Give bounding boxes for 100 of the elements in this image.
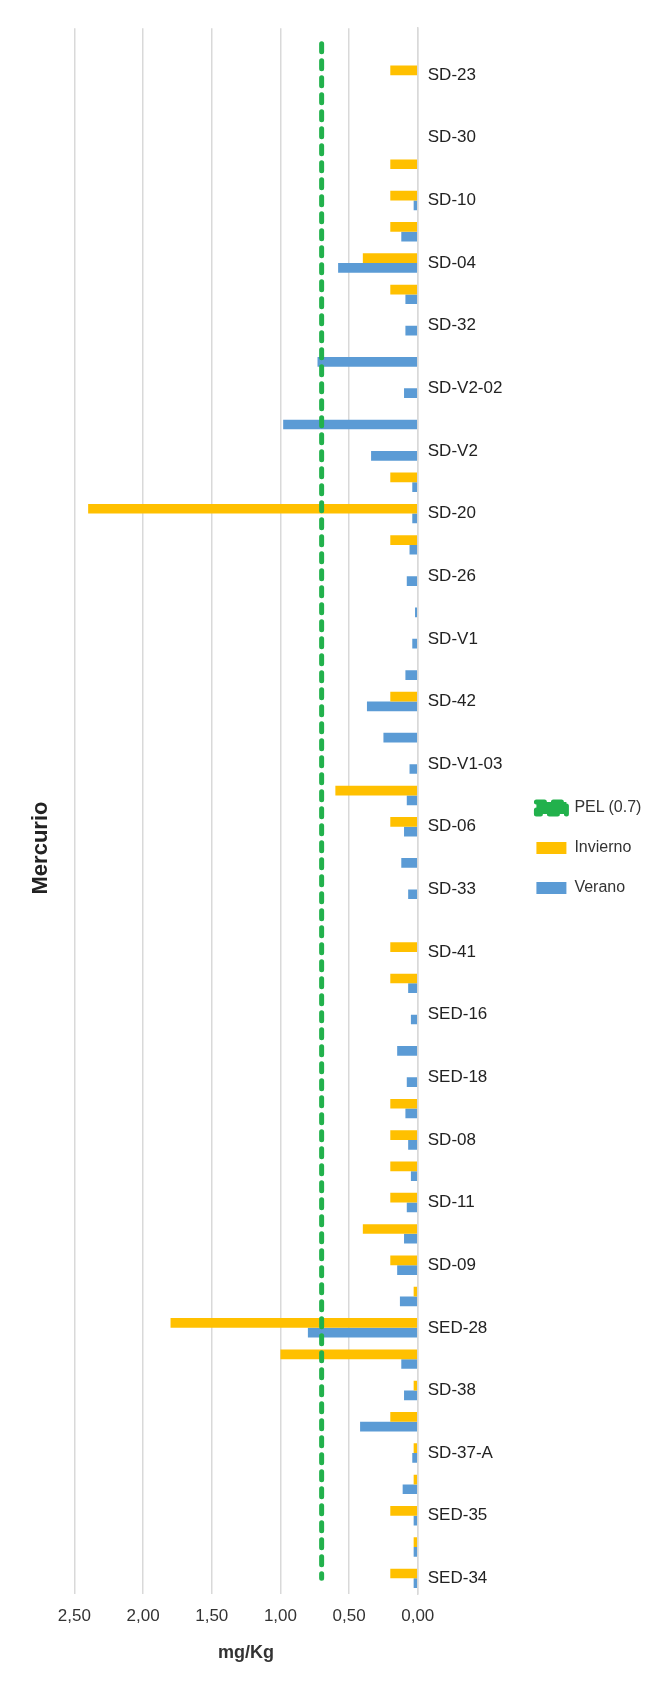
bar	[366, 701, 418, 712]
y-tick-label: SD-06	[427, 816, 476, 836]
x-tick-label: 0,50	[332, 1605, 366, 1625]
bar	[390, 159, 418, 170]
bar	[412, 638, 418, 649]
bar	[390, 1192, 418, 1203]
bar	[409, 544, 418, 555]
x-tick-label: 2,00	[126, 1605, 160, 1625]
bar	[404, 1390, 418, 1401]
y-tick-label: SD-33	[427, 879, 476, 899]
bar	[390, 1412, 418, 1422]
bar	[335, 785, 418, 796]
x-tick-label: 2,50	[57, 1605, 91, 1625]
x-tick-label: 0,00	[401, 1605, 435, 1625]
y-tick-label: SD-V2-02	[427, 378, 503, 398]
y-tick-label: SD-38	[427, 1380, 476, 1400]
bar	[412, 1453, 418, 1463]
bar	[390, 535, 418, 545]
y-tick-label: SD-09	[427, 1254, 476, 1274]
y-tick-label: SD-26	[427, 565, 476, 585]
bar	[413, 200, 418, 211]
y-tick-label: SED-28	[427, 1317, 488, 1337]
bar	[404, 388, 418, 399]
bar	[390, 1255, 418, 1266]
bar	[390, 1161, 418, 1172]
bar	[413, 1537, 418, 1548]
bar	[338, 263, 418, 273]
bar	[401, 231, 418, 242]
y-tick-label: SD-42	[427, 691, 476, 711]
bar	[402, 1484, 418, 1495]
bar	[410, 1014, 418, 1025]
y-tick-label: SD-V1	[427, 628, 478, 648]
y-tick-label: SD-10	[427, 190, 476, 210]
bar	[362, 253, 418, 264]
bar	[399, 1296, 418, 1307]
bar	[390, 1098, 418, 1109]
bar	[307, 1327, 418, 1338]
bar	[390, 65, 418, 76]
bar	[412, 513, 418, 524]
y-tick-label: SED-18	[427, 1066, 488, 1086]
y-tick-label: SD-V1-03	[427, 753, 503, 773]
bar	[170, 1318, 418, 1328]
bar	[397, 1265, 418, 1275]
y-tick-label: SED-35	[427, 1505, 488, 1525]
bar	[413, 1578, 418, 1589]
y-tick-label: SD-37-A	[427, 1442, 494, 1462]
bar	[390, 691, 418, 702]
bar	[371, 450, 418, 461]
bar	[404, 1233, 418, 1244]
bar	[390, 1568, 418, 1579]
bar	[405, 325, 418, 336]
bar	[401, 1359, 418, 1369]
bar	[390, 222, 418, 232]
bar	[88, 503, 418, 514]
bar	[390, 973, 418, 984]
legend-label: Invierno	[574, 838, 632, 856]
bar	[360, 1421, 418, 1432]
bar	[283, 419, 418, 430]
bar	[397, 1045, 418, 1056]
y-tick-label: SD-11	[427, 1192, 475, 1212]
legend-label: Verano	[574, 878, 626, 896]
y-tick-label: SD-32	[427, 315, 476, 335]
bar	[390, 190, 418, 201]
y-tick-label: SD-30	[427, 127, 476, 147]
bar	[409, 764, 418, 774]
bar	[406, 795, 418, 806]
bar	[390, 817, 418, 827]
x-axis-title: mg/Kg	[218, 1642, 275, 1663]
text: Mercurio	[27, 801, 53, 895]
bar	[406, 1202, 418, 1213]
y-tick-label: SD-41	[427, 941, 476, 961]
bar	[390, 1506, 418, 1516]
bar	[413, 1443, 418, 1454]
bar	[405, 670, 418, 680]
bar	[280, 1349, 418, 1360]
bar	[390, 942, 418, 953]
bar	[412, 482, 418, 492]
y-tick-label: SD-23	[427, 64, 476, 84]
bar	[362, 1224, 418, 1234]
legend-label: PEL (0.7)	[574, 798, 642, 816]
y-tick-label: SD-04	[427, 252, 476, 272]
y-tick-label: SD-20	[427, 503, 476, 523]
y-tick-label: SD-08	[427, 1129, 476, 1149]
bar	[408, 1139, 418, 1150]
bar	[408, 889, 418, 900]
bar	[390, 284, 418, 295]
bar	[410, 1171, 418, 1181]
bar	[383, 732, 418, 743]
bar	[408, 983, 418, 994]
bar	[406, 1077, 418, 1087]
bar	[413, 1547, 418, 1557]
bar	[390, 472, 418, 483]
x-tick-label: 1,50	[195, 1605, 229, 1625]
bar	[405, 1108, 418, 1119]
bar	[405, 294, 418, 305]
bar	[406, 576, 418, 586]
bar	[401, 858, 418, 868]
y-tick-label: SED-16	[427, 1004, 488, 1024]
y-tick-label: SED-34	[427, 1568, 488, 1588]
bar	[317, 357, 418, 367]
